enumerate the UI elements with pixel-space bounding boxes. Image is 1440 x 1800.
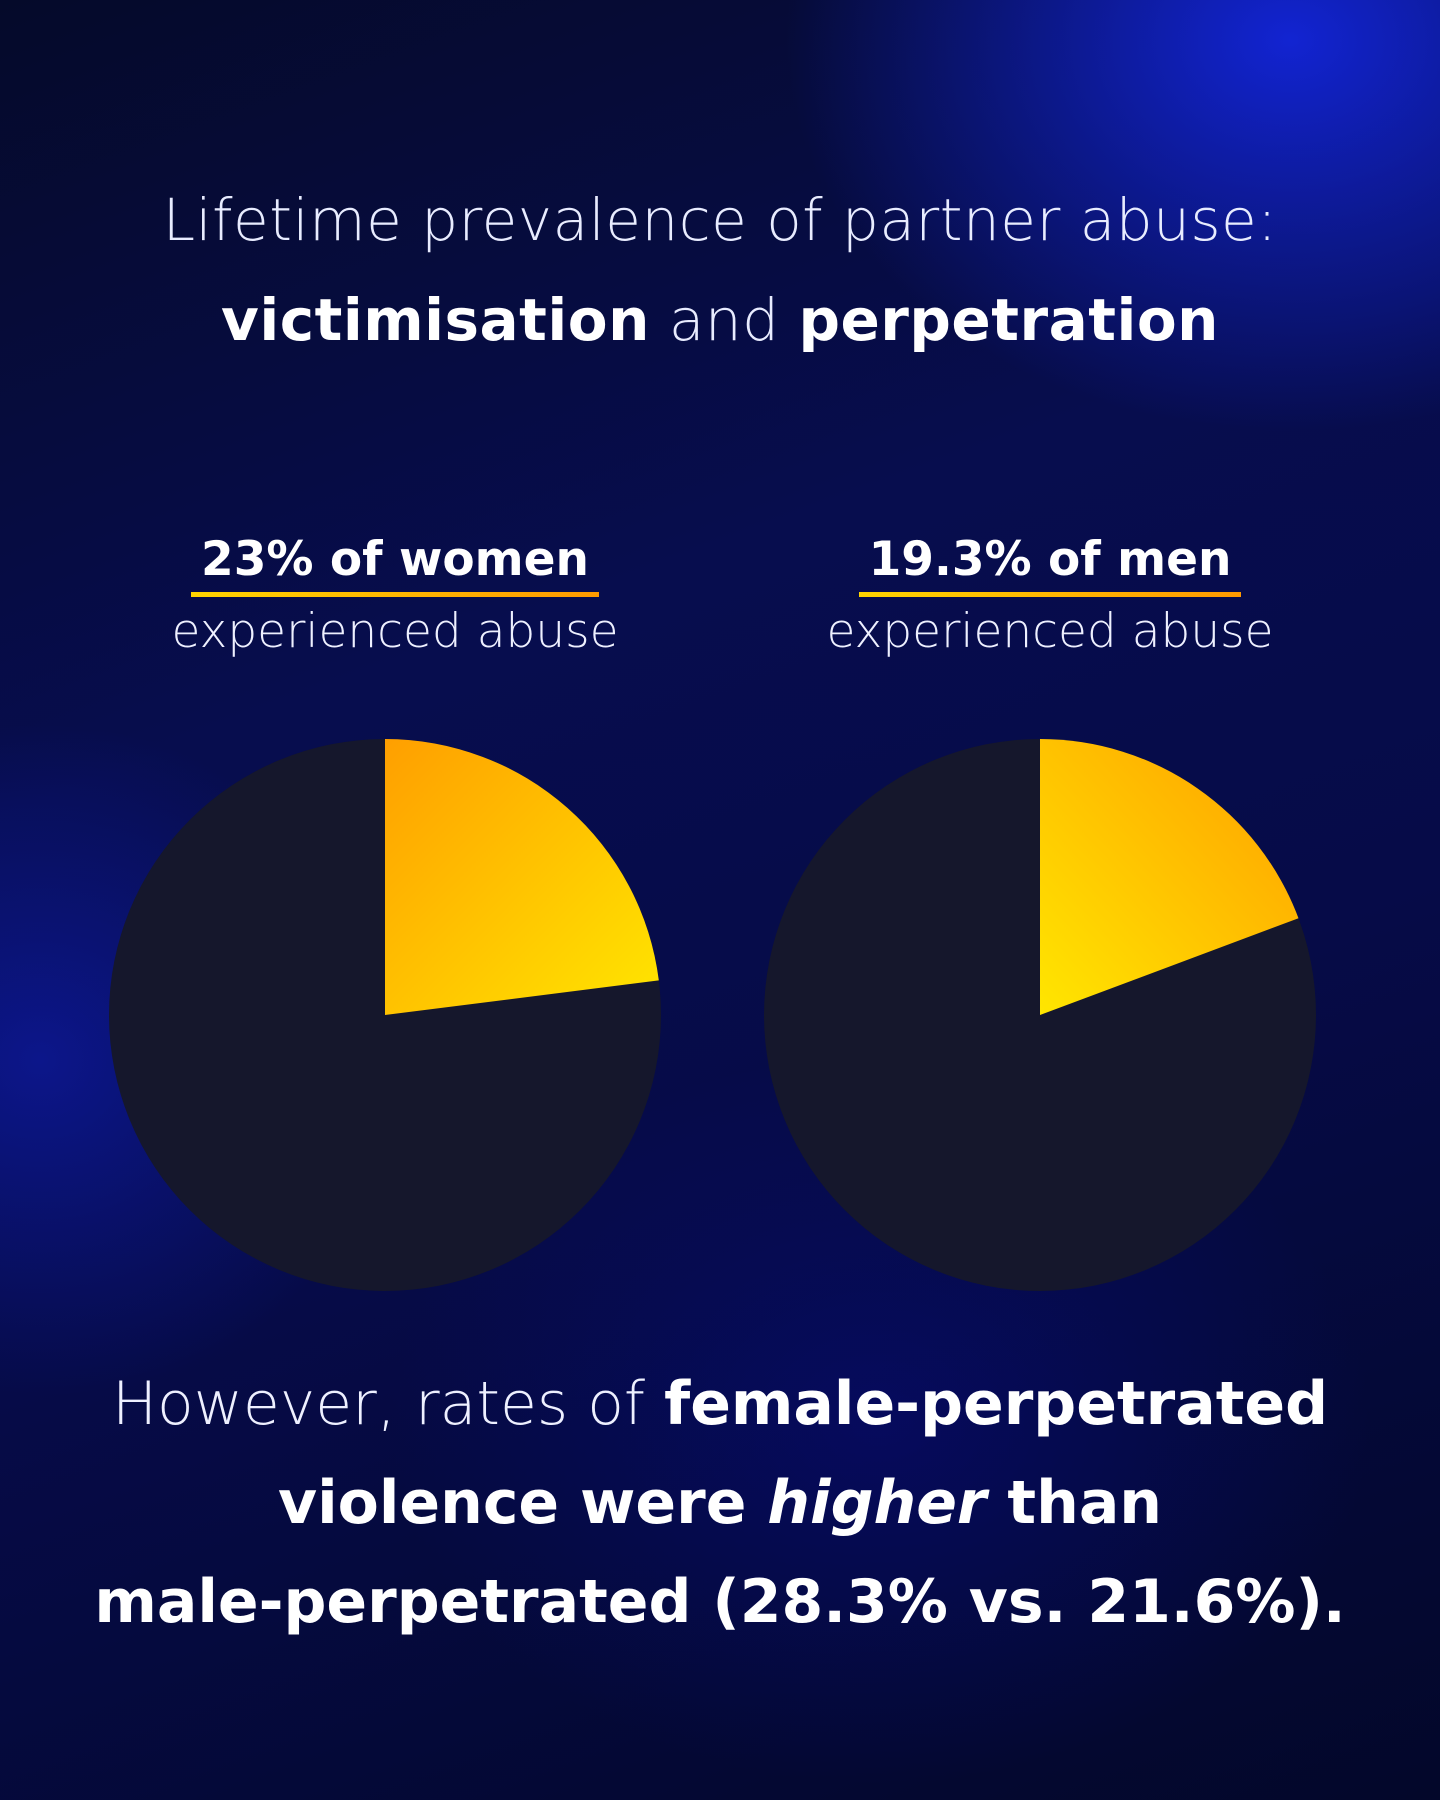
footer-violence-were: violence were bbox=[277, 1468, 768, 1538]
title-line-2: victimisation and perpetration bbox=[0, 270, 1440, 370]
infographic-title: Lifetime prevalence of partner abuse: vi… bbox=[0, 170, 1440, 370]
men-stat-subtitle: experienced abuse bbox=[826, 604, 1274, 659]
footer-higher: higher bbox=[767, 1468, 987, 1538]
title-text: Lifetime prevalence of partner abuse: bbox=[162, 186, 1278, 254]
footer-statement: However, rates of female-perpetrated vio… bbox=[0, 1355, 1440, 1652]
women-pie-chart bbox=[105, 735, 665, 1295]
men-stat-heading: 19.3% of men bbox=[740, 530, 1360, 597]
men-pie-chart bbox=[760, 735, 1320, 1295]
women-stat-label: 23% of women bbox=[191, 530, 599, 597]
women-chart-block: 23% of women experienced abuse bbox=[85, 530, 705, 1291]
men-pie-slice bbox=[1040, 739, 1299, 1015]
title-line-1: Lifetime prevalence of partner abuse: bbox=[0, 170, 1440, 270]
title-perpetration: perpetration bbox=[798, 286, 1219, 354]
footer-female-perpetrated: female-perpetrated bbox=[664, 1369, 1329, 1439]
women-stat-subtitle: experienced abuse bbox=[171, 604, 619, 659]
men-chart-block: 19.3% of men experienced abuse bbox=[740, 530, 1360, 1291]
footer-percentages: (28.3% vs. 21.6%). bbox=[712, 1567, 1346, 1637]
footer-than: than bbox=[986, 1468, 1163, 1538]
footer-however: However, rates of bbox=[111, 1369, 665, 1439]
women-stat-heading: 23% of women bbox=[85, 530, 705, 597]
footer-line-1: However, rates of female-perpetrated bbox=[0, 1355, 1440, 1454]
footer-line-3: male-perpetrated (28.3% vs. 21.6%). bbox=[0, 1553, 1440, 1652]
title-and: and bbox=[649, 286, 799, 354]
men-stat-label: 19.3% of men bbox=[858, 530, 1242, 597]
title-victimisation: victimisation bbox=[221, 286, 650, 354]
men-pie-svg bbox=[764, 739, 1316, 1291]
footer-line-2: violence were higher than bbox=[0, 1454, 1440, 1553]
footer-male-perpetrated: male-perpetrated bbox=[94, 1567, 713, 1637]
women-pie-slice bbox=[385, 739, 659, 1015]
women-pie-svg bbox=[109, 739, 661, 1291]
